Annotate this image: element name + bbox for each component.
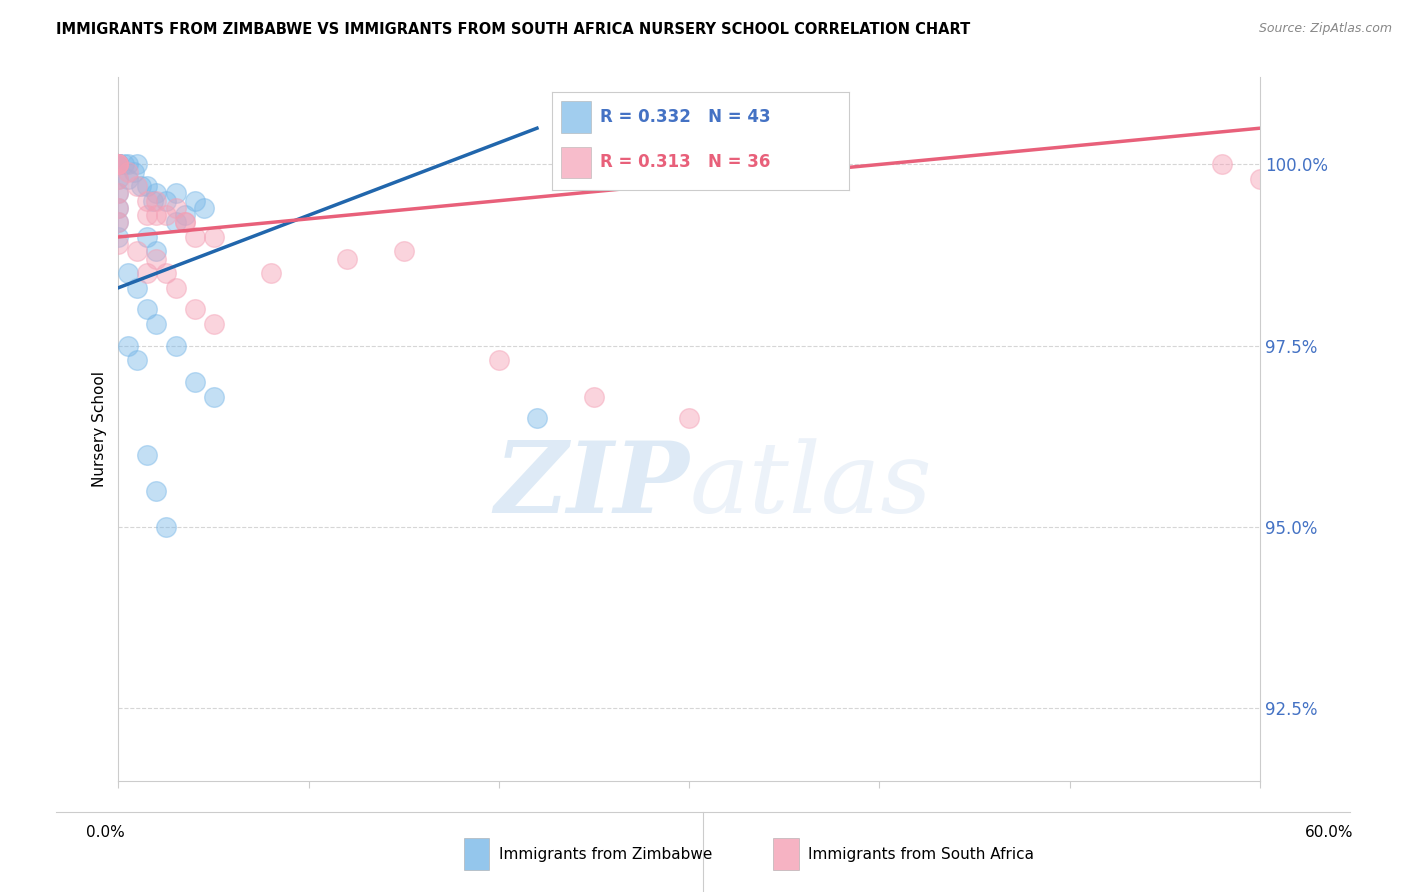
Point — [259, 266, 281, 280]
Point — [107, 157, 129, 171]
Point — [583, 390, 606, 404]
Point — [107, 157, 129, 171]
Y-axis label: Nursery School: Nursery School — [93, 371, 107, 487]
Point — [155, 208, 177, 222]
Point — [202, 230, 225, 244]
Point — [165, 201, 187, 215]
Point — [174, 208, 197, 222]
Point — [107, 157, 129, 171]
Text: atlas: atlas — [689, 438, 932, 533]
Text: ZIP: ZIP — [494, 437, 689, 533]
Point — [183, 230, 205, 244]
Point — [107, 157, 129, 171]
Text: Source: ZipAtlas.com: Source: ZipAtlas.com — [1258, 22, 1392, 36]
Point — [193, 201, 215, 215]
Point — [136, 194, 159, 208]
Text: 60.0%: 60.0% — [1305, 825, 1353, 840]
Point — [165, 339, 187, 353]
Point — [145, 483, 167, 498]
Point — [107, 157, 129, 171]
Point — [107, 201, 129, 215]
Point — [136, 179, 159, 194]
Point — [1249, 172, 1271, 186]
Point — [336, 252, 359, 266]
Point — [202, 390, 225, 404]
Point — [142, 194, 165, 208]
Point — [145, 208, 167, 222]
Point — [183, 194, 205, 208]
Point — [107, 157, 129, 171]
Text: Immigrants from South Africa: Immigrants from South Africa — [808, 847, 1035, 862]
Point — [165, 186, 187, 201]
Point — [145, 252, 167, 266]
Point — [145, 244, 167, 259]
Point — [127, 179, 149, 194]
Point — [107, 215, 129, 229]
Point — [1211, 157, 1233, 171]
Point — [107, 157, 129, 171]
Point — [136, 302, 159, 317]
Text: IMMIGRANTS FROM ZIMBABWE VS IMMIGRANTS FROM SOUTH AFRICA NURSERY SCHOOL CORRELAT: IMMIGRANTS FROM ZIMBABWE VS IMMIGRANTS F… — [56, 22, 970, 37]
Point — [117, 165, 139, 179]
Point — [107, 215, 129, 229]
Point — [107, 237, 129, 252]
Point — [136, 266, 159, 280]
Text: Immigrants from Zimbabwe: Immigrants from Zimbabwe — [499, 847, 713, 862]
Text: 0.0%: 0.0% — [86, 825, 125, 840]
Point — [107, 230, 129, 244]
Point — [127, 244, 149, 259]
Point — [127, 353, 149, 368]
Point — [107, 186, 129, 201]
Point — [127, 157, 149, 171]
Point — [107, 157, 129, 171]
Point — [117, 172, 139, 186]
Point — [202, 317, 225, 331]
Point — [107, 172, 129, 186]
Point — [107, 157, 129, 171]
Point — [145, 194, 167, 208]
Point — [678, 411, 700, 425]
Point — [165, 281, 187, 295]
Point — [174, 215, 197, 229]
Point — [155, 520, 177, 534]
Point — [107, 201, 129, 215]
Point — [526, 411, 548, 425]
Point — [117, 266, 139, 280]
Point — [107, 186, 129, 201]
Point — [136, 230, 159, 244]
Point — [155, 194, 177, 208]
Point — [129, 179, 152, 194]
Point — [127, 281, 149, 295]
Point — [488, 353, 510, 368]
Point — [165, 215, 187, 229]
Point — [117, 339, 139, 353]
Point — [136, 448, 159, 462]
Point — [112, 157, 135, 171]
Point — [107, 157, 129, 171]
Point — [107, 157, 129, 171]
Point — [183, 302, 205, 317]
Point — [145, 186, 167, 201]
Point — [155, 266, 177, 280]
Point — [117, 157, 139, 171]
Point — [174, 215, 197, 229]
Point — [136, 208, 159, 222]
Point — [122, 165, 145, 179]
Point — [392, 244, 415, 259]
Point — [145, 317, 167, 331]
Point — [183, 375, 205, 389]
Point — [107, 157, 129, 171]
Point — [107, 172, 129, 186]
